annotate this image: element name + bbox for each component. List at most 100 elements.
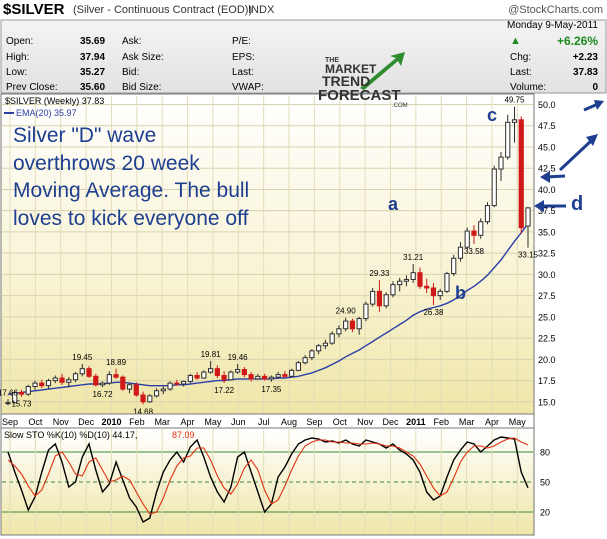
price-tick-label: 45.0: [538, 142, 556, 152]
candle-body: [457, 246, 464, 259]
candle-body: [478, 221, 484, 236]
price-tick-label: 42.5: [538, 164, 556, 174]
candle-body: [511, 119, 518, 123]
candle: [322, 339, 328, 350]
peak-label: 17.35: [261, 385, 282, 394]
peak-label: 15.73: [11, 400, 32, 409]
low-value: 35.27: [80, 67, 105, 78]
prev-close-label: Prev Close:: [6, 82, 58, 93]
candle: [45, 378, 52, 390]
wave-label-c: c: [487, 105, 497, 125]
last-value: 37.83: [573, 67, 598, 78]
date-tick-label: Dec: [78, 417, 95, 427]
quote-panel: [0, 19, 607, 94]
candle: [363, 301, 369, 322]
candle-body: [248, 374, 254, 380]
candle: [268, 375, 274, 382]
candle: [248, 372, 254, 382]
candle-body: [140, 394, 146, 403]
candle-body: [72, 373, 79, 381]
candle-body: [309, 350, 315, 359]
annotation-text: Silver "D" wave overthrows 20 week Movin…: [13, 124, 249, 230]
date-tick-label: 2010: [101, 417, 121, 427]
price-tick-label: 22.5: [538, 334, 556, 344]
candle-body: [329, 333, 335, 344]
prev-close-value: 35.60: [80, 82, 105, 93]
candle: [383, 292, 389, 309]
candle: [457, 242, 464, 262]
candle-body: [390, 284, 396, 296]
logo-line4: FORECAST: [318, 87, 401, 104]
candle: [228, 370, 234, 381]
candle: [309, 349, 315, 361]
candle-body: [106, 374, 112, 384]
eps-label: EPS:: [232, 52, 255, 63]
annotation-line-3: Moving Average. The bull: [13, 179, 249, 202]
logo-line3: TREND: [322, 73, 370, 89]
up-triangle-icon: ▲: [510, 35, 521, 47]
candle: [201, 370, 207, 379]
candle-body: [289, 369, 295, 377]
price-tick-label: 50.0: [538, 100, 556, 110]
candle-body: [160, 388, 166, 392]
candle: [180, 380, 187, 387]
peak-label: 33.15: [518, 251, 539, 260]
peak-label: 18.89: [106, 358, 127, 367]
vwap-label: VWAP:: [232, 82, 264, 93]
last-label: Last:: [510, 67, 532, 78]
candle: [133, 382, 139, 397]
arrow-left-upper-head-icon: [540, 171, 550, 183]
candle-body: [59, 377, 65, 383]
wave-label-b: b: [455, 283, 466, 303]
candle: [86, 366, 92, 379]
ask-label: Ask:: [122, 36, 141, 47]
price-legend: $SILVER (Weekly) 37.83: [5, 96, 104, 106]
date-tick-label: May: [509, 417, 527, 427]
candle: [187, 373, 193, 384]
date-tick-label: Oct: [333, 417, 348, 427]
stochastic-tick-label: 80: [540, 448, 550, 458]
peak-label: 33.58: [464, 247, 485, 256]
open-value: 35.69: [80, 36, 105, 47]
candle-body: [302, 357, 308, 364]
stochastic-legend-d: 87.09: [172, 430, 195, 440]
candle-body: [451, 257, 457, 275]
price-tick-label: 17.5: [538, 376, 556, 386]
candle-body: [403, 278, 410, 282]
peak-label: 19.81: [201, 350, 222, 359]
candle-body: [235, 369, 241, 373]
wave-label-a: a: [388, 194, 399, 214]
candle: [59, 373, 65, 385]
candle-body: [221, 374, 227, 381]
date-tick-label: Sep: [306, 417, 322, 427]
date-tick-label: Jul: [258, 417, 270, 427]
candle: [153, 388, 160, 398]
candle-body: [322, 342, 328, 347]
candle: [39, 379, 45, 389]
arrow-up-right-icon: [558, 138, 594, 172]
peak-label: 17.22: [214, 386, 235, 395]
candle: [424, 278, 430, 294]
peak-label: 19.46: [228, 353, 249, 362]
candle-body: [424, 285, 430, 289]
candle-body: [383, 294, 389, 307]
symbol-description: (Silver - Continuous Contract (EOD)): [73, 4, 252, 16]
stochastic-d-line: [7, 437, 529, 515]
logo-arrow-icon: [360, 52, 405, 90]
candle-body: [201, 371, 207, 379]
candle: [106, 371, 112, 385]
candle-body: [32, 382, 38, 388]
candle-body: [262, 375, 268, 380]
candle-body: [397, 280, 403, 286]
date-tick-label: Jun: [231, 417, 246, 427]
exchange-label: INDX: [248, 4, 275, 16]
candle-body: [505, 121, 511, 158]
candle: [25, 384, 31, 396]
candle-body: [268, 376, 274, 380]
candle-body: [343, 320, 349, 330]
pct-change: +6.26%: [557, 34, 598, 48]
annotation-line-1: Silver "D" wave: [13, 124, 156, 147]
candle-body: [363, 303, 369, 320]
stochastic-tick-label: 20: [540, 508, 550, 518]
stochastic-lines: [7, 436, 529, 524]
